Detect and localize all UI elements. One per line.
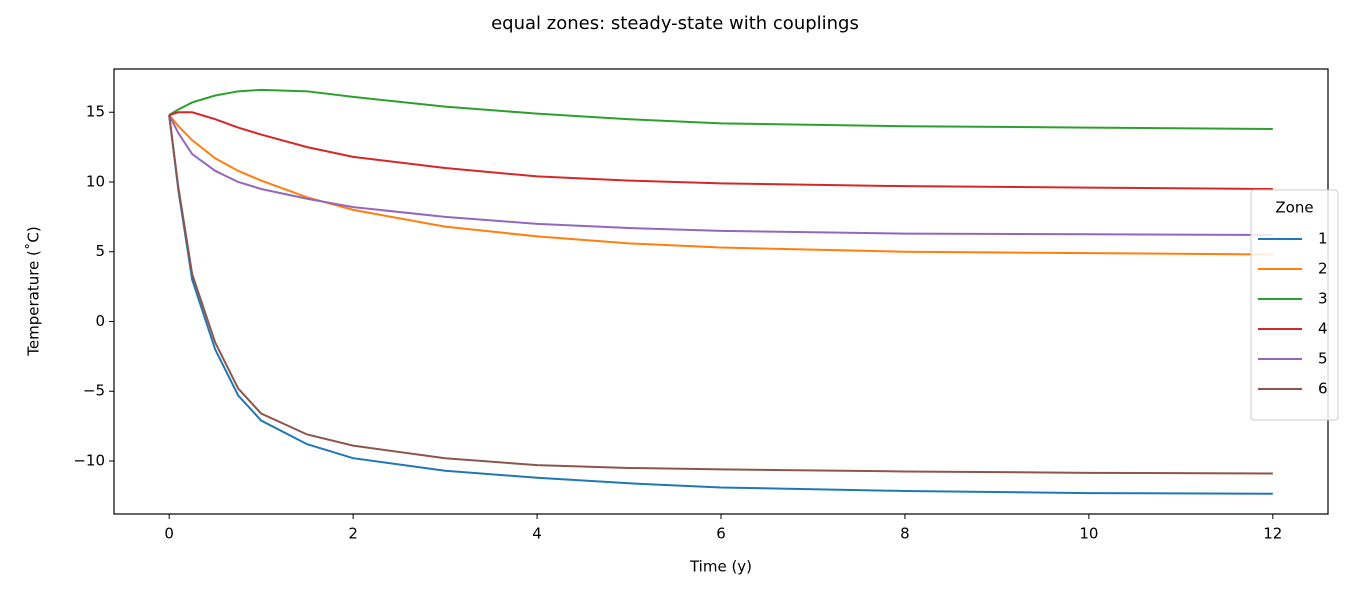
y-tick-label: 5 <box>95 242 105 260</box>
series-line <box>168 111 1273 190</box>
x-tick-label: 10 <box>1079 525 1098 543</box>
legend-label: 1 <box>1318 230 1328 248</box>
y-tick-label: 15 <box>86 103 105 121</box>
plot-frame <box>113 68 1329 515</box>
legend-label: 2 <box>1318 260 1328 278</box>
legend-label: 5 <box>1318 350 1328 368</box>
legend-title: Zone <box>1275 199 1313 217</box>
legend-label: 4 <box>1318 320 1328 338</box>
chart-title: equal zones: steady-state with couplings <box>491 13 859 34</box>
series-line <box>168 88 1273 130</box>
y-tick-label: 0 <box>95 312 105 330</box>
series-line <box>168 114 1273 495</box>
y-tick-label: −5 <box>83 382 105 400</box>
y-tick-label: 10 <box>86 172 105 190</box>
x-tick-label: 6 <box>716 525 726 543</box>
x-tick-label: 8 <box>900 525 910 543</box>
legend-label: 3 <box>1318 290 1328 308</box>
y-tick-label: −10 <box>73 451 105 469</box>
series-line <box>168 114 1273 237</box>
x-tick-label: 2 <box>348 525 358 543</box>
legend-label: 6 <box>1318 380 1328 398</box>
y-axis-label: Temperature (˚C) <box>25 226 43 356</box>
series-line <box>168 114 1273 475</box>
legend-box <box>1250 189 1339 421</box>
x-axis-label: Time (y) <box>689 558 752 576</box>
x-tick-label: 4 <box>532 525 542 543</box>
series-line <box>168 114 1273 256</box>
x-tick-label: 0 <box>164 525 174 543</box>
x-tick-label: 12 <box>1263 525 1282 543</box>
